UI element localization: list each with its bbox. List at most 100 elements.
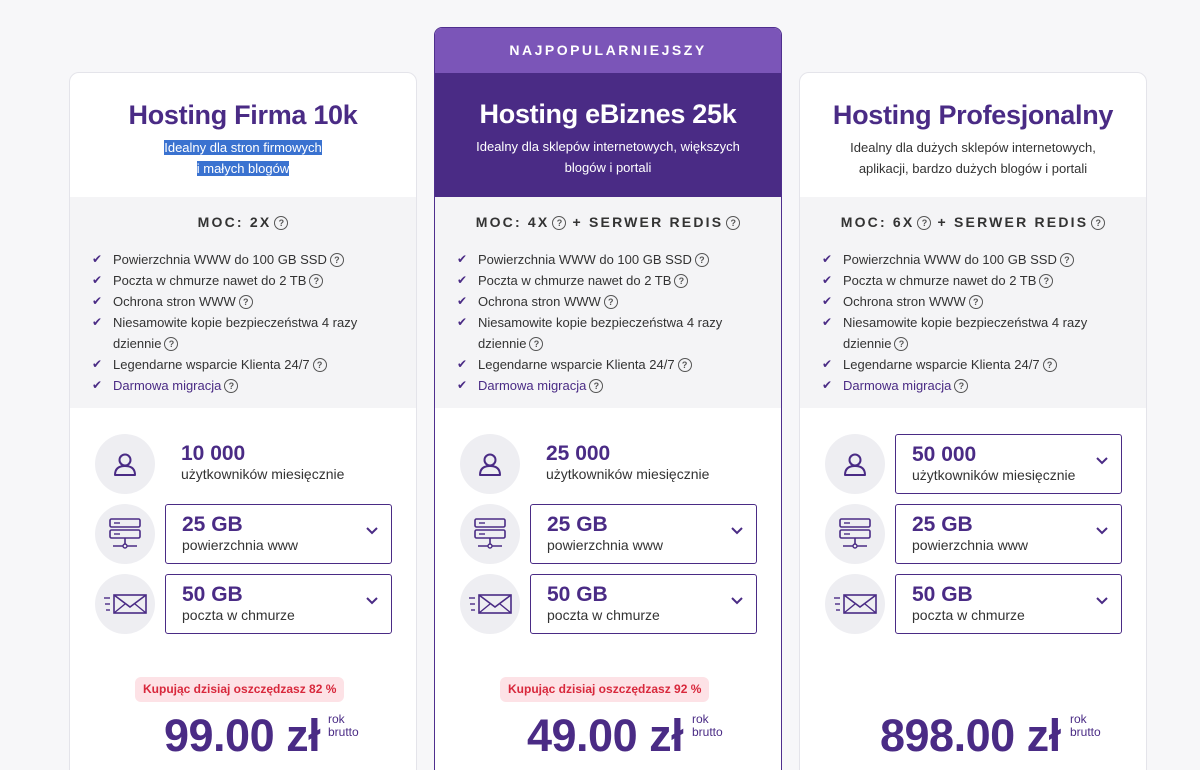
users-value: 25 000 użytkowników miesięcznie <box>546 442 710 482</box>
mail-icon <box>460 574 520 634</box>
plan-specs: 50 000 użytkowników miesięcznie 25 GB po… <box>800 408 1146 648</box>
plan-card-ebiznes: NAJPOPULARNIEJSZY Hosting eBiznes 25k Id… <box>434 27 782 770</box>
feature-item: ✔ Niesamowite kopie bezpieczeństwa 4 razy… <box>457 312 757 354</box>
free-migration-link[interactable]: ✔ Darmowa migracja? <box>822 375 1122 396</box>
help-icon[interactable]: ? <box>164 337 179 351</box>
plan-header: Hosting eBiznes 25k Idealny dla sklepów … <box>435 73 781 197</box>
feature-item: ✔ Legendarne wsparcie Klienta 24/7? <box>92 354 392 375</box>
check-icon: ✔ <box>457 273 468 287</box>
server-icon <box>95 504 155 564</box>
help-icon[interactable]: ? <box>312 358 327 372</box>
help-icon[interactable]: ? <box>603 295 618 309</box>
feature-item: ✔ Niesamowite kopie bezpieczeństwa 4 razy… <box>822 312 1122 354</box>
help-icon[interactable]: ? <box>274 216 289 230</box>
check-icon: ✔ <box>822 315 833 329</box>
help-icon[interactable]: ? <box>238 295 253 309</box>
plan-specs: 25 000 użytkowników miesięcznie 25 GB po… <box>435 408 781 648</box>
help-icon[interactable]: ? <box>1059 253 1074 267</box>
power-label: MOC: 2X? <box>70 210 416 234</box>
price-period: rok brutto <box>692 712 723 739</box>
help-icon[interactable]: ? <box>968 295 983 309</box>
storage-select[interactable]: 25 GB powierzchnia www <box>165 504 392 564</box>
plan-specs: 10 000 użytkowników miesięcznie 25 GB po… <box>70 408 416 648</box>
help-icon[interactable]: ? <box>726 216 741 230</box>
feature-list: ✔ Powierzchnia WWW do 100 GB SSD? ✔ Poczta… <box>92 249 416 396</box>
check-icon: ✔ <box>822 357 833 371</box>
check-icon: ✔ <box>92 273 103 287</box>
free-migration-link[interactable]: ✔ Darmowa migracja? <box>92 375 392 396</box>
power-label: MOC: 6X? + SERWER REDIS? <box>800 210 1146 234</box>
help-icon[interactable]: ? <box>1039 274 1054 288</box>
price: 898.00 zł <box>880 710 1061 761</box>
price-period: rok brutto <box>328 712 359 739</box>
help-icon[interactable]: ? <box>674 274 689 288</box>
plan-card-firma: Hosting Firma 10k Idealny dla stron firm… <box>69 72 417 770</box>
storage-select[interactable]: 25 GB powierzchnia www <box>895 504 1122 564</box>
subtitle-line: blogów i portali <box>564 160 652 175</box>
mail-row: 50 GB poczta w chmurze <box>825 574 1122 634</box>
savings-badge: Kupując dzisiaj oszczędzasz 82 % <box>135 677 345 702</box>
feature-item: ✔ Powierzchnia WWW do 100 GB SSD? <box>822 249 1122 270</box>
server-icon <box>460 504 520 564</box>
feature-item: ✔ Poczta w chmurze nawet do 2 TB? <box>92 270 392 291</box>
plan-features: MOC: 6X? + SERWER REDIS? ✔ Powierzchnia W… <box>800 197 1146 408</box>
help-icon[interactable]: ? <box>309 274 324 288</box>
help-icon[interactable]: ? <box>1091 216 1106 230</box>
storage-select[interactable]: 25 GB powierzchnia www <box>530 504 757 564</box>
help-icon[interactable]: ? <box>694 253 709 267</box>
mail-select[interactable]: 50 GB poczta w chmurze <box>165 574 392 634</box>
help-icon[interactable]: ? <box>329 253 344 267</box>
help-icon[interactable]: ? <box>529 337 544 351</box>
user-icon <box>95 434 155 494</box>
help-icon[interactable]: ? <box>677 358 692 372</box>
users-row: 50 000 użytkowników miesięcznie <box>825 434 1122 494</box>
subtitle-line: Idealny dla sklepów internetowych, więks… <box>476 139 740 154</box>
feature-item: ✔ Legendarne wsparcie Klienta 24/7? <box>457 354 757 375</box>
help-icon[interactable]: ? <box>894 337 909 351</box>
free-migration-link[interactable]: ✔ Darmowa migracja? <box>457 375 757 396</box>
mail-select[interactable]: 50 GB poczta w chmurze <box>895 574 1122 634</box>
feature-list: ✔ Powierzchnia WWW do 100 GB SSD? ✔ Poczta… <box>457 249 781 396</box>
check-icon: ✔ <box>457 357 468 371</box>
help-icon[interactable]: ? <box>1042 358 1057 372</box>
subtitle-line: Idealny dla dużych sklepów internetowych… <box>850 140 1096 155</box>
power-label: MOC: 4X? + SERWER REDIS? <box>435 210 781 234</box>
feature-item: ✔ Niesamowite kopie bezpieczeństwa 4 razy… <box>92 312 392 354</box>
users-row: 10 000 użytkowników miesięcznie <box>95 434 392 494</box>
check-icon: ✔ <box>822 294 833 308</box>
savings-badge: Kupując dzisiaj oszczędzasz 92 % <box>500 677 710 702</box>
price: 49.00 zł <box>527 710 684 761</box>
storage-row: 25 GB powierzchnia www <box>95 504 392 564</box>
chevron-down-icon <box>731 597 743 605</box>
help-icon[interactable]: ? <box>954 379 969 393</box>
feature-item: ✔ Ochrona stron WWW? <box>92 291 392 312</box>
plan-title: Hosting Profesjonalny <box>832 100 1114 130</box>
help-icon[interactable]: ? <box>917 216 932 230</box>
plan-title: Hosting eBiznes 25k <box>479 99 737 129</box>
chevron-down-icon <box>731 527 743 535</box>
mail-select[interactable]: 50 GB poczta w chmurze <box>530 574 757 634</box>
check-icon: ✔ <box>92 252 103 266</box>
mail-icon <box>95 574 155 634</box>
users-select[interactable]: 50 000 użytkowników miesięcznie <box>895 434 1122 494</box>
plan-card-profesjonalny: Hosting Profesjonalny Idealny dla dużych… <box>799 72 1147 770</box>
user-icon <box>825 434 885 494</box>
mail-icon <box>825 574 885 634</box>
plan-subtitle: Idealny dla dużych sklepów internetowych… <box>800 137 1146 179</box>
feature-item: ✔ Powierzchnia WWW do 100 GB SSD? <box>92 249 392 270</box>
popular-badge: NAJPOPULARNIEJSZY <box>435 28 781 73</box>
users-row: 25 000 użytkowników miesięcznie <box>460 434 757 494</box>
help-icon[interactable]: ? <box>224 379 239 393</box>
chevron-down-icon <box>1096 457 1108 465</box>
check-icon: ✔ <box>92 378 103 392</box>
check-icon: ✔ <box>92 357 103 371</box>
plan-header: Hosting Firma 10k Idealny dla stron firm… <box>70 73 416 197</box>
chevron-down-icon <box>366 527 378 535</box>
mail-row: 50 GB poczta w chmurze <box>95 574 392 634</box>
chevron-down-icon <box>366 597 378 605</box>
check-icon: ✔ <box>457 315 468 329</box>
help-icon[interactable]: ? <box>589 379 604 393</box>
help-icon[interactable]: ? <box>552 216 567 230</box>
check-icon: ✔ <box>92 315 103 329</box>
server-icon <box>825 504 885 564</box>
